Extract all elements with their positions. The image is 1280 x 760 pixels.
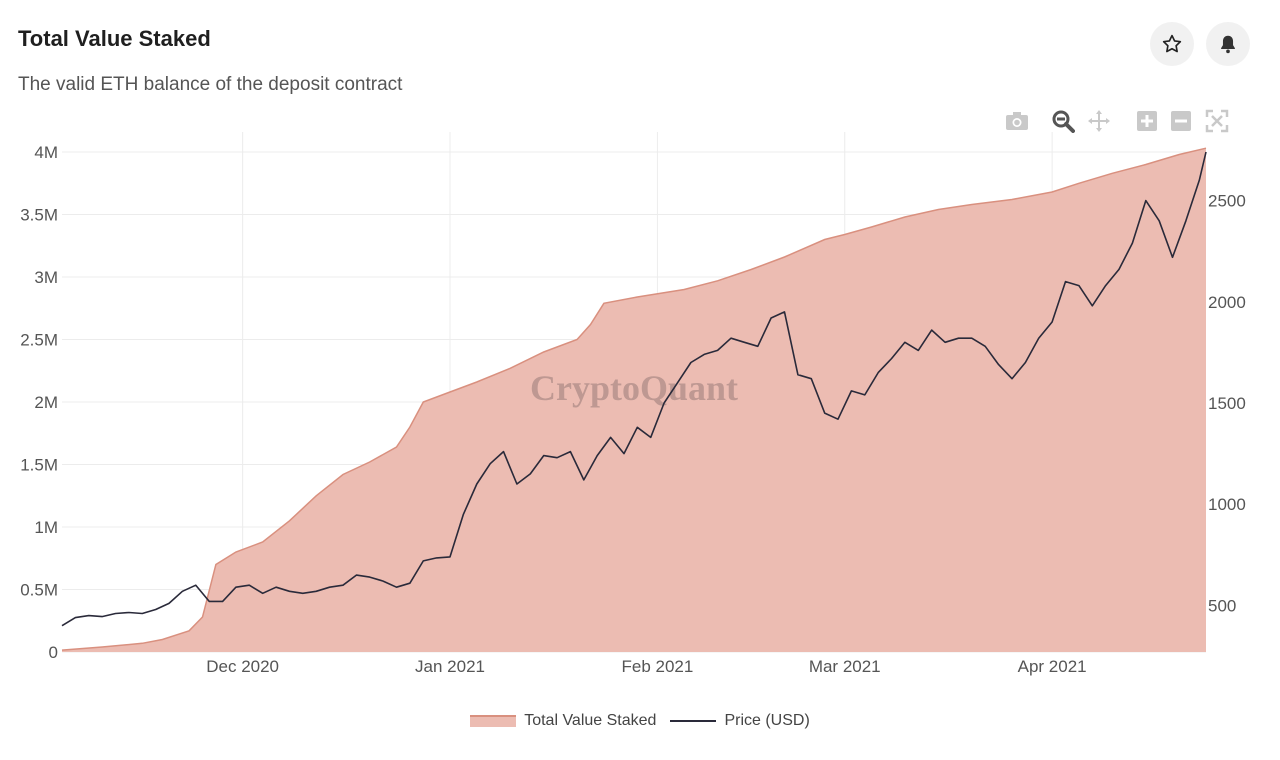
- watermark-logo: CryptoQuant: [530, 368, 738, 408]
- y-left-tick-label: 3.5M: [20, 206, 58, 225]
- camera-icon: [1006, 112, 1028, 130]
- y-left-tick-label: 3M: [34, 268, 58, 287]
- y-axis-left: 0 0.5M 1M 1.5M 2M 2.5M 3M 3.5M 4M: [20, 143, 58, 662]
- y-right-tick-label: 2000: [1208, 293, 1246, 312]
- pan-icon: [1088, 110, 1110, 132]
- series-total-value-staked-area: [62, 148, 1206, 652]
- download-plot-button[interactable]: [1004, 108, 1030, 134]
- x-tick-label: Dec 2020: [206, 657, 279, 676]
- bell-icon: [1221, 35, 1235, 54]
- y-left-tick-label: 0: [49, 643, 58, 662]
- y-right-tick-label: 1500: [1208, 394, 1246, 413]
- zoom-in-icon: [1137, 111, 1157, 131]
- page-title: Total Value Staked: [18, 26, 211, 51]
- legend-item-total-value-staked[interactable]: Total Value Staked: [470, 712, 656, 730]
- chart-legend: Total Value Staked Price (USD): [0, 712, 1280, 732]
- page-subtitle: The valid ETH balance of the deposit con…: [18, 74, 403, 95]
- y-left-tick-label: 2M: [34, 393, 58, 412]
- x-axis: Dec 2020 Jan 2021 Feb 2021 Mar 2021 Apr 2021: [206, 657, 1086, 676]
- zoom-button[interactable]: [1050, 108, 1076, 134]
- y-right-tick-label: 2500: [1208, 192, 1246, 211]
- series-total-value-staked-line: [61, 147, 1207, 651]
- x-tick-label: Jan 2021: [415, 657, 485, 676]
- favorite-button[interactable]: [1150, 22, 1194, 66]
- y-axis-right: 500 1000 1500 2000 2500: [1208, 192, 1246, 616]
- y-left-tick-label: 0.5M: [20, 581, 58, 600]
- x-tick-label: Apr 2021: [1018, 657, 1087, 676]
- zoom-out-button[interactable]: [1168, 108, 1194, 134]
- y-left-tick-label: 1.5M: [20, 456, 58, 475]
- zoom-in-button[interactable]: [1134, 108, 1160, 134]
- autoscale-button[interactable]: [1204, 108, 1230, 134]
- legend-swatch-area: [470, 715, 517, 727]
- y-right-tick-label: 500: [1208, 596, 1236, 615]
- pan-button[interactable]: [1086, 108, 1112, 134]
- y-right-tick-label: 1000: [1208, 495, 1246, 514]
- autoscale-icon: [1205, 109, 1229, 133]
- zoom-icon: [1052, 110, 1075, 133]
- series-price-line: [61, 151, 1207, 627]
- legend-label: Price (USD): [724, 712, 810, 729]
- legend-swatch-line: [670, 720, 717, 722]
- legend-label: Total Value Staked: [524, 712, 657, 729]
- y-left-tick-label: 1M: [34, 518, 58, 537]
- chart-area[interactable]: CryptoQuant 0 0.5M 1M 1.5M 2M 2.5M 3M 3.5M 4M 50…: [0, 130, 1280, 690]
- y-left-tick-label: 2.5M: [20, 331, 58, 350]
- alert-button[interactable]: [1206, 22, 1250, 66]
- x-tick-label: Feb 2021: [621, 657, 693, 676]
- y-left-tick-label: 4M: [34, 143, 58, 162]
- x-tick-label: Mar 2021: [809, 657, 881, 676]
- legend-item-price[interactable]: Price (USD): [670, 712, 810, 730]
- zoom-out-icon: [1171, 111, 1191, 131]
- star-icon: [1162, 34, 1182, 53]
